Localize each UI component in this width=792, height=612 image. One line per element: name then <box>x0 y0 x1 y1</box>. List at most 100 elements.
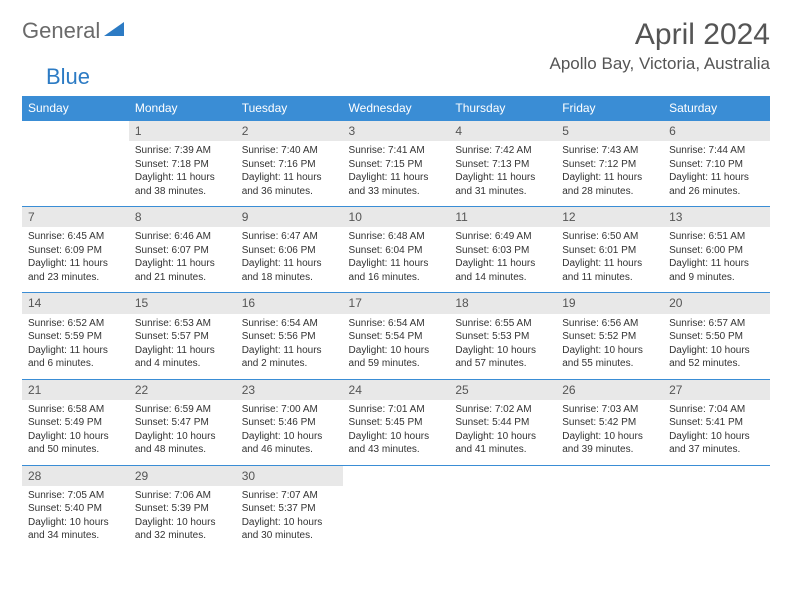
daylight-text: Daylight: 11 hours and 33 minutes. <box>349 171 444 198</box>
day-number <box>343 466 450 470</box>
sunset-text: Sunset: 5:54 PM <box>349 330 444 344</box>
day-cell: Sunrise: 6:54 AMSunset: 5:56 PMDaylight:… <box>236 314 343 379</box>
daylight-text: Daylight: 10 hours and 30 minutes. <box>242 516 337 543</box>
daylight-text: Daylight: 11 hours and 31 minutes. <box>455 171 550 198</box>
sunrise-text: Sunrise: 7:41 AM <box>349 144 444 158</box>
sunset-text: Sunset: 5:45 PM <box>349 416 444 430</box>
calendar-head: SundayMondayTuesdayWednesdayThursdayFrid… <box>22 96 770 121</box>
daylight-text: Daylight: 11 hours and 23 minutes. <box>28 257 123 284</box>
day-cell: Sunrise: 6:55 AMSunset: 5:53 PMDaylight:… <box>449 314 556 379</box>
sunset-text: Sunset: 6:06 PM <box>242 244 337 258</box>
sunset-text: Sunset: 7:18 PM <box>135 158 230 172</box>
sunrise-text: Sunrise: 6:56 AM <box>562 317 657 331</box>
sunset-text: Sunset: 7:12 PM <box>562 158 657 172</box>
day-cell: Sunrise: 6:56 AMSunset: 5:52 PMDaylight:… <box>556 314 663 379</box>
day-cell: Sunrise: 6:50 AMSunset: 6:01 PMDaylight:… <box>556 227 663 292</box>
daylight-text: Daylight: 11 hours and 11 minutes. <box>562 257 657 284</box>
day-cell <box>449 486 556 544</box>
sunrise-text: Sunrise: 6:51 AM <box>669 230 764 244</box>
day-cell: Sunrise: 7:00 AMSunset: 5:46 PMDaylight:… <box>236 400 343 465</box>
sunset-text: Sunset: 5:41 PM <box>669 416 764 430</box>
day-number: 2 <box>236 121 343 141</box>
day-number: 1 <box>129 121 236 141</box>
weekday-header: Sunday <box>22 96 129 121</box>
sunrise-text: Sunrise: 6:49 AM <box>455 230 550 244</box>
day-number: 20 <box>663 293 770 313</box>
daylight-text: Daylight: 10 hours and 50 minutes. <box>28 430 123 457</box>
day-cell: Sunrise: 7:01 AMSunset: 5:45 PMDaylight:… <box>343 400 450 465</box>
sunset-text: Sunset: 6:04 PM <box>349 244 444 258</box>
sunrise-text: Sunrise: 6:52 AM <box>28 317 123 331</box>
sunrise-text: Sunrise: 6:53 AM <box>135 317 230 331</box>
daylight-text: Daylight: 10 hours and 46 minutes. <box>242 430 337 457</box>
day-cell: Sunrise: 6:52 AMSunset: 5:59 PMDaylight:… <box>22 314 129 379</box>
day-number: 12 <box>556 207 663 227</box>
day-cell: Sunrise: 6:48 AMSunset: 6:04 PMDaylight:… <box>343 227 450 292</box>
sunset-text: Sunset: 6:03 PM <box>455 244 550 258</box>
day-number: 4 <box>449 121 556 141</box>
sunrise-text: Sunrise: 6:54 AM <box>349 317 444 331</box>
sunrise-text: Sunrise: 7:44 AM <box>669 144 764 158</box>
sunset-text: Sunset: 6:00 PM <box>669 244 764 258</box>
daylight-text: Daylight: 11 hours and 14 minutes. <box>455 257 550 284</box>
daylight-text: Daylight: 10 hours and 59 minutes. <box>349 344 444 371</box>
sunset-text: Sunset: 5:53 PM <box>455 330 550 344</box>
daylight-text: Daylight: 11 hours and 6 minutes. <box>28 344 123 371</box>
day-number: 23 <box>236 380 343 400</box>
day-cell: Sunrise: 7:43 AMSunset: 7:12 PMDaylight:… <box>556 141 663 206</box>
daylight-text: Daylight: 10 hours and 57 minutes. <box>455 344 550 371</box>
day-cell: Sunrise: 6:47 AMSunset: 6:06 PMDaylight:… <box>236 227 343 292</box>
day-number: 14 <box>22 293 129 313</box>
sunset-text: Sunset: 6:09 PM <box>28 244 123 258</box>
daylight-text: Daylight: 10 hours and 52 minutes. <box>669 344 764 371</box>
sunrise-text: Sunrise: 7:06 AM <box>135 489 230 503</box>
sunset-text: Sunset: 5:47 PM <box>135 416 230 430</box>
sunrise-text: Sunrise: 6:57 AM <box>669 317 764 331</box>
daylight-text: Daylight: 11 hours and 28 minutes. <box>562 171 657 198</box>
day-cell: Sunrise: 7:02 AMSunset: 5:44 PMDaylight:… <box>449 400 556 465</box>
day-number: 13 <box>663 207 770 227</box>
daylight-text: Daylight: 10 hours and 34 minutes. <box>28 516 123 543</box>
day-cell: Sunrise: 6:58 AMSunset: 5:49 PMDaylight:… <box>22 400 129 465</box>
day-cell: Sunrise: 6:51 AMSunset: 6:00 PMDaylight:… <box>663 227 770 292</box>
day-cell: Sunrise: 7:07 AMSunset: 5:37 PMDaylight:… <box>236 486 343 551</box>
title-block: April 2024 Apollo Bay, Victoria, Austral… <box>550 18 771 74</box>
sunset-text: Sunset: 7:15 PM <box>349 158 444 172</box>
day-cell: Sunrise: 7:41 AMSunset: 7:15 PMDaylight:… <box>343 141 450 206</box>
day-cell: Sunrise: 7:44 AMSunset: 7:10 PMDaylight:… <box>663 141 770 206</box>
sunrise-text: Sunrise: 7:05 AM <box>28 489 123 503</box>
day-number: 30 <box>236 466 343 486</box>
day-number: 11 <box>449 207 556 227</box>
day-cell: Sunrise: 6:57 AMSunset: 5:50 PMDaylight:… <box>663 314 770 379</box>
day-number: 17 <box>343 293 450 313</box>
sunset-text: Sunset: 5:52 PM <box>562 330 657 344</box>
sunset-text: Sunset: 5:40 PM <box>28 502 123 516</box>
daylight-text: Daylight: 10 hours and 32 minutes. <box>135 516 230 543</box>
weekday-header: Friday <box>556 96 663 121</box>
sunrise-text: Sunrise: 7:39 AM <box>135 144 230 158</box>
month-title: April 2024 <box>550 18 771 52</box>
day-cell <box>22 141 129 199</box>
daylight-text: Daylight: 10 hours and 48 minutes. <box>135 430 230 457</box>
sunset-text: Sunset: 5:50 PM <box>669 330 764 344</box>
day-number <box>22 121 129 125</box>
sunrise-text: Sunrise: 7:04 AM <box>669 403 764 417</box>
daylight-text: Daylight: 11 hours and 36 minutes. <box>242 171 337 198</box>
daylight-text: Daylight: 11 hours and 26 minutes. <box>669 171 764 198</box>
sunset-text: Sunset: 5:42 PM <box>562 416 657 430</box>
sunset-text: Sunset: 7:16 PM <box>242 158 337 172</box>
day-cell: Sunrise: 6:53 AMSunset: 5:57 PMDaylight:… <box>129 314 236 379</box>
sunrise-text: Sunrise: 6:54 AM <box>242 317 337 331</box>
day-number: 9 <box>236 207 343 227</box>
sunrise-text: Sunrise: 7:43 AM <box>562 144 657 158</box>
day-cell <box>343 486 450 544</box>
day-cell: Sunrise: 7:40 AMSunset: 7:16 PMDaylight:… <box>236 141 343 206</box>
calendar-table: SundayMondayTuesdayWednesdayThursdayFrid… <box>22 96 770 551</box>
sunrise-text: Sunrise: 7:02 AM <box>455 403 550 417</box>
sunset-text: Sunset: 5:37 PM <box>242 502 337 516</box>
day-number <box>663 466 770 470</box>
daylight-text: Daylight: 10 hours and 43 minutes. <box>349 430 444 457</box>
sunrise-text: Sunrise: 7:07 AM <box>242 489 337 503</box>
day-number: 6 <box>663 121 770 141</box>
logo: General <box>22 18 128 44</box>
